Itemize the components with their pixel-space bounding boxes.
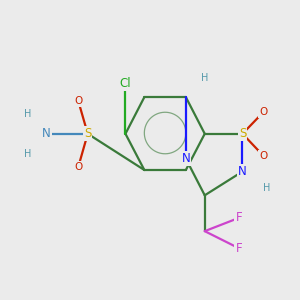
Text: S: S [239,127,246,140]
Text: O: O [74,162,82,172]
Text: O: O [74,96,82,106]
Text: S: S [84,127,92,140]
Text: N: N [42,127,51,140]
Text: H: H [201,73,208,83]
Text: N: N [182,152,190,165]
Text: O: O [259,151,267,161]
Text: Cl: Cl [120,77,131,90]
Text: H: H [263,183,271,193]
Text: O: O [259,107,267,117]
Text: H: H [24,149,31,159]
Text: N: N [238,165,247,178]
Text: H: H [24,109,31,119]
Text: F: F [236,212,242,224]
Text: F: F [236,242,242,255]
